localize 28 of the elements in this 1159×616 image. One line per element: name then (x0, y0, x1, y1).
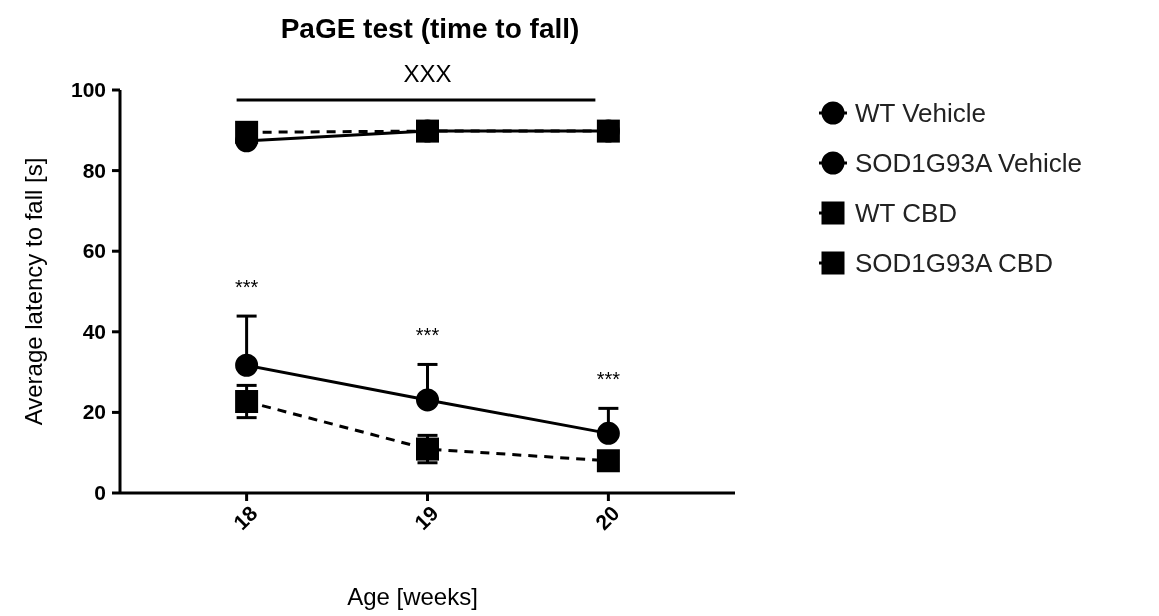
legend-label: WT Vehicle (855, 98, 987, 128)
point (596, 449, 620, 473)
legend-label: WT CBD (855, 198, 958, 228)
x-tick-label: 19 (409, 501, 443, 535)
y-axis-title: Average latency to fall [s] (20, 157, 47, 426)
annotation: *** (234, 276, 259, 299)
y-tick-label: 100 (70, 78, 106, 101)
legend-label: SOD1G93A Vehicle (855, 148, 1082, 178)
y-tick-label: 0 (94, 481, 106, 504)
y-tick-label: 60 (82, 239, 106, 263)
legend-label: SOD1G93A CBD (855, 248, 1053, 278)
y-tick-label: 80 (82, 158, 106, 182)
annotation: *** (415, 324, 440, 347)
point (416, 119, 439, 143)
point (596, 421, 620, 445)
point (235, 353, 259, 377)
point (416, 388, 439, 412)
text: XXX (403, 60, 452, 87)
point (235, 390, 259, 414)
x-tick-label: 18 (228, 501, 262, 535)
point (596, 119, 620, 143)
y-tick-label: 20 (82, 400, 106, 424)
annotation: *** (596, 368, 621, 391)
chart-title: PaGE test (time to fall) (280, 13, 580, 44)
y-tick-label: 40 (82, 319, 106, 343)
x-axis-title: Age [weeks] (347, 583, 478, 610)
x-tick-label: 20 (590, 501, 624, 535)
point (235, 120, 259, 144)
